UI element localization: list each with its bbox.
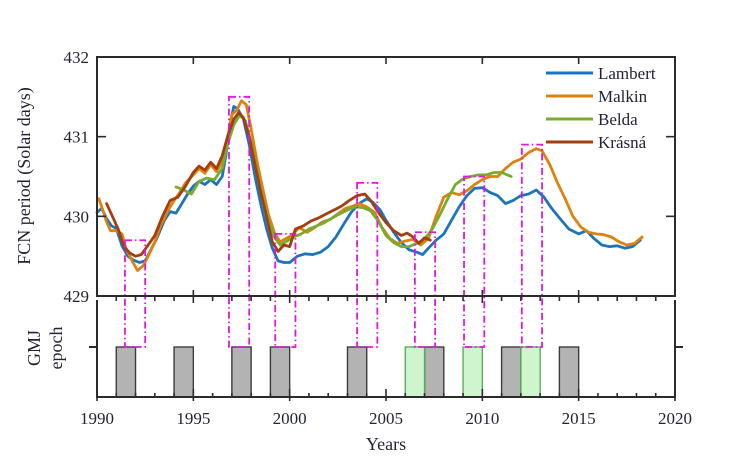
epoch-bar-gray <box>269 346 291 398</box>
series-line-lambert <box>95 105 642 264</box>
series-line-malkin <box>97 99 644 272</box>
highlight-box <box>124 239 147 348</box>
highlight-box <box>463 175 486 348</box>
series-line-krásná <box>105 111 432 258</box>
x-tick-label: 2010 <box>465 409 499 428</box>
epoch-bar-green <box>404 346 426 398</box>
y-axis-label-bottom-line2: epoch <box>46 327 66 370</box>
x-axis-label: Years <box>366 434 406 454</box>
y-tick-label: 429 <box>64 287 90 306</box>
highlight-box <box>413 231 437 348</box>
legend-label-malkin: Malkin <box>598 87 648 106</box>
y-axis-label-top: FCN period (Solar days) <box>14 87 35 264</box>
x-tick-label: 2015 <box>562 409 596 428</box>
highlight-box <box>228 95 251 348</box>
legend-label-belda: Belda <box>598 110 638 129</box>
highlight-box <box>520 143 543 348</box>
series-line-belda <box>174 113 513 249</box>
epoch-bar-gray <box>115 346 137 398</box>
epoch-bar-green <box>520 346 541 398</box>
epoch-bar-gray <box>500 346 522 398</box>
x-tick-label: 1990 <box>80 409 114 428</box>
epoch-bar-gray <box>558 346 580 398</box>
highlight-box <box>356 181 379 348</box>
y-axis-label-bottom-line1: GMJ <box>24 330 44 366</box>
gmj-epoch-bars <box>115 346 580 398</box>
epoch-bar-gray <box>346 346 368 398</box>
series-lines <box>95 99 644 272</box>
bottom-panel-frame <box>96 300 676 398</box>
y-tick-label: 431 <box>64 128 90 147</box>
top-panel-frame <box>96 56 676 297</box>
highlight-boxes <box>124 95 543 348</box>
legend-label-lambert: Lambert <box>598 64 656 83</box>
epoch-bar-gray <box>423 346 445 398</box>
y-tick-label: 432 <box>64 48 90 67</box>
legend-label-krásná: Krásná <box>598 133 647 152</box>
tick-labels: 1990 1995 2000 2005 2010 2015 2020 432 431 430 429 <box>64 48 693 428</box>
legend: Lambert Malkin Belda Krásná <box>546 64 656 152</box>
y-tick-label: 430 <box>64 207 90 226</box>
epoch-bar-gray <box>231 346 252 398</box>
highlight-box <box>274 232 297 348</box>
epoch-bar-green <box>462 346 484 398</box>
x-tick-label: 2005 <box>369 409 403 428</box>
x-tick-label: 2020 <box>658 409 692 428</box>
x-tick-label: 1995 <box>176 409 210 428</box>
epoch-bar-gray <box>173 346 195 398</box>
x-tick-label: 2000 <box>273 409 307 428</box>
